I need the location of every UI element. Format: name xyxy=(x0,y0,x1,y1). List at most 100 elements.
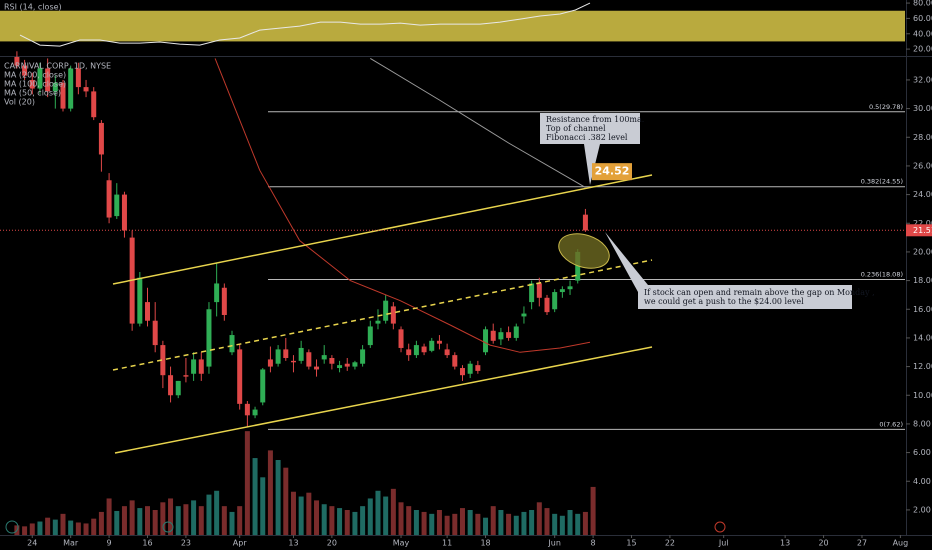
candle-body xyxy=(467,363,473,374)
x-tick-label: 18 xyxy=(480,539,490,548)
candle-body xyxy=(206,309,212,367)
candle-body xyxy=(290,360,296,363)
candle-body xyxy=(498,332,504,340)
candle-body xyxy=(521,313,527,317)
volume-bar xyxy=(191,500,197,535)
last-price-label: 21.51 xyxy=(913,226,932,235)
candle-body xyxy=(244,403,250,416)
volume-bar xyxy=(267,450,273,535)
volume-bar xyxy=(490,506,496,535)
volume-bar xyxy=(321,504,327,535)
candle-body xyxy=(214,283,220,303)
callout-text: Resistance from 100ma. xyxy=(546,115,644,124)
volume-bar xyxy=(475,513,481,535)
volume-bar xyxy=(68,520,74,535)
volume-bar xyxy=(45,517,51,535)
y-tick-label: 26.00 xyxy=(913,161,932,170)
candle-body xyxy=(267,359,273,367)
volume-bar xyxy=(513,515,519,535)
y-tick-label: 24.00 xyxy=(913,190,932,199)
volume-bar xyxy=(152,510,158,535)
volume-bar xyxy=(529,510,535,535)
price-badge xyxy=(592,163,632,181)
x-tick-label: 23 xyxy=(181,539,191,548)
fib-label: 0(7.62) xyxy=(879,420,903,428)
volume-bar xyxy=(290,491,296,535)
candle-body xyxy=(314,366,320,370)
y-tick-label: 16.00 xyxy=(913,305,932,314)
candle-body xyxy=(52,82,58,92)
candle-body xyxy=(75,68,81,88)
candle-body xyxy=(352,362,358,367)
volume-bar xyxy=(83,523,89,535)
volume-bar xyxy=(429,513,435,535)
y-tick-label: 8.00 xyxy=(913,419,931,428)
candle-body xyxy=(444,349,450,356)
candle-body xyxy=(429,340,435,351)
x-tick-label: 8 xyxy=(591,539,596,548)
y-tick-label: 18.00 xyxy=(913,276,932,285)
volume-bar xyxy=(360,506,366,535)
candle-body xyxy=(83,87,89,92)
candle-body xyxy=(559,289,565,293)
x-tick-label: 16 xyxy=(142,539,152,548)
volume-bar xyxy=(582,511,588,535)
candle-body xyxy=(406,349,412,356)
volume-bar xyxy=(168,498,174,535)
candle-body xyxy=(344,363,350,367)
volume-bar xyxy=(121,506,127,535)
callout: Resistance from 100ma. Top of channel Fi… xyxy=(540,113,644,185)
volume-bar xyxy=(390,488,396,535)
x-tick-label: May xyxy=(393,539,410,548)
candle-body xyxy=(22,65,28,76)
volume-bar xyxy=(521,511,527,535)
candle-body xyxy=(513,326,519,338)
candle-body xyxy=(68,68,74,109)
volume-bar xyxy=(29,523,35,535)
drawings xyxy=(112,174,653,454)
candle-body xyxy=(168,375,174,396)
candle-body xyxy=(321,355,327,360)
volume-bar xyxy=(91,518,97,535)
x-tick-label: Aug xyxy=(893,539,909,548)
volume-bar xyxy=(552,513,558,535)
logo-icon[interactable] xyxy=(5,520,19,534)
volume-bar xyxy=(452,513,458,535)
volume-bar xyxy=(590,486,596,535)
callout-text: If stock can open and remain above the g… xyxy=(644,288,875,297)
event-icon[interactable] xyxy=(162,521,174,533)
candle-body xyxy=(60,82,66,109)
callout-box xyxy=(540,113,640,185)
volume-bar xyxy=(536,502,542,535)
y-tick-label: 20.00 xyxy=(913,247,932,256)
callout-text: Fibonacci .382 level xyxy=(546,133,628,142)
volume-bar xyxy=(75,522,81,535)
candle-body xyxy=(475,365,481,371)
candle-body xyxy=(459,368,465,376)
x-tick-label: 27 xyxy=(857,539,867,548)
gap-ellipse xyxy=(558,233,610,269)
event-icon[interactable] xyxy=(714,521,726,533)
volume-bar xyxy=(406,506,412,535)
candle-body xyxy=(421,346,427,353)
candle-body xyxy=(137,277,143,324)
x-tick-label: Apr xyxy=(233,539,248,548)
y-tick-label: 10.00 xyxy=(913,391,932,400)
candle-body xyxy=(275,349,281,364)
volume-bar xyxy=(567,510,573,535)
candle-body xyxy=(260,369,266,403)
volume-bar xyxy=(329,506,335,535)
volume-bar xyxy=(106,498,112,535)
callout-text: Top of channel xyxy=(546,124,606,133)
candle-body xyxy=(582,214,588,231)
volume-bar xyxy=(198,506,204,535)
volume-bar xyxy=(498,510,504,535)
rsi-tick-label: 40.00 xyxy=(913,29,932,38)
volume-bar xyxy=(413,510,419,535)
volume-bar xyxy=(421,511,427,535)
candle-body xyxy=(183,375,189,377)
candle-body xyxy=(45,68,51,92)
volume-bar xyxy=(483,517,489,535)
volume-bar xyxy=(444,515,450,535)
